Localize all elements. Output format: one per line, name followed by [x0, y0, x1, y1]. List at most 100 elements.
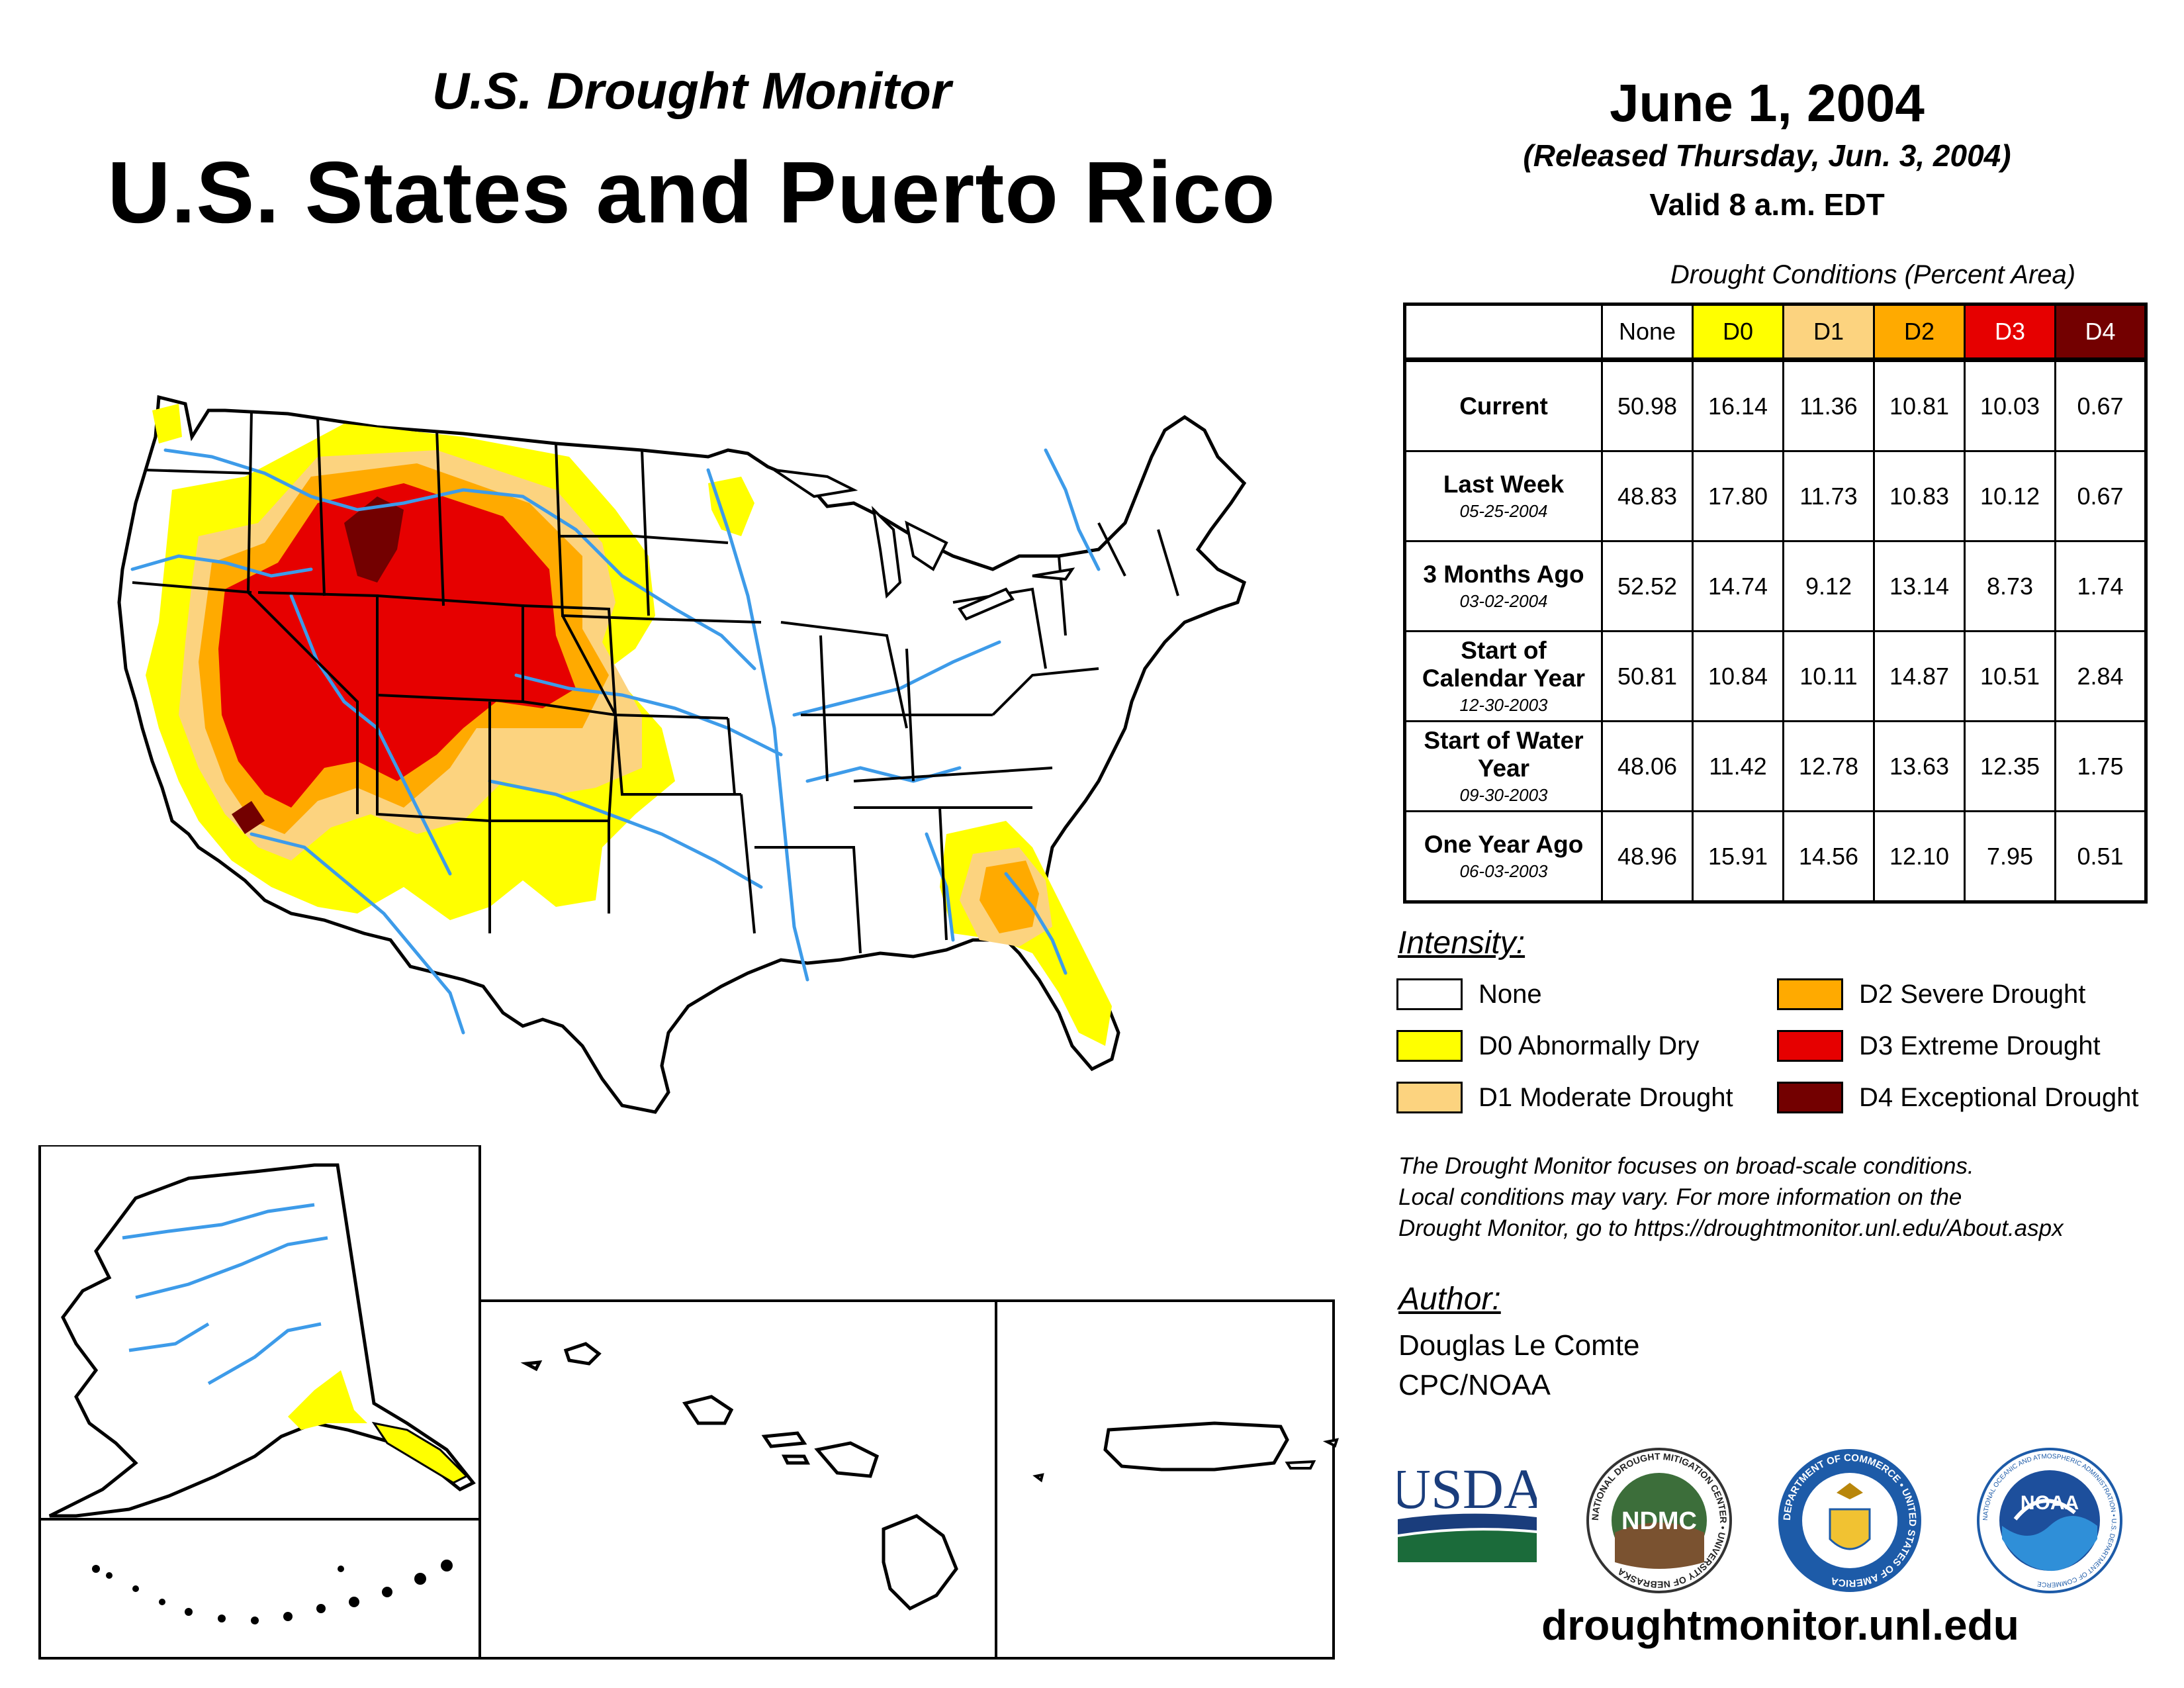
row-label: 3 Months Ago 03-02-2004	[1404, 540, 1603, 632]
cell-d4: 0.67	[2054, 357, 2147, 452]
row-label-text: Start of Calendar Year	[1422, 637, 1586, 692]
table-corner	[1405, 305, 1602, 360]
legend-heading: Intensity:	[1398, 925, 1525, 961]
table-row: One Year Ago 06-03-2003 48.96 15.91 14.56…	[1404, 810, 2147, 903]
department-of-commerce-seal: DEPARTMENT OF COMMERCE • UNITED STATES O…	[1778, 1449, 1921, 1592]
cell-d2: 12.10	[1873, 810, 1966, 903]
col-header-d2: D2	[1873, 303, 1966, 361]
col-header-d3: D3	[1964, 303, 2056, 361]
cell-d1: 12.78	[1782, 720, 1875, 812]
noaa-logo-text: NOAA	[2021, 1492, 2079, 1514]
alaska-land	[48, 1163, 476, 1518]
row-label: Start of Calendar Year 12-30-2003	[1404, 630, 1603, 722]
disclaimer-line: Local conditions may vary. For more info…	[1398, 1184, 1962, 1210]
table-caption: Drought Conditions (Percent Area)	[1670, 260, 2076, 289]
cell-d0: 10.84	[1692, 630, 1784, 722]
disclaimer-line: The Drought Monitor focuses on broad-sca…	[1398, 1153, 1974, 1179]
row-label: Current	[1404, 357, 1603, 452]
cell-none: 48.96	[1601, 810, 1694, 903]
state-borders	[132, 410, 1179, 954]
cell-d3: 10.03	[1964, 357, 2056, 452]
ndmc-logo-text: NDMC	[1621, 1507, 1697, 1535]
row-label: Last Week 05-25-2004	[1404, 450, 1603, 542]
cell-d2: 10.83	[1873, 450, 1966, 542]
cell-d1: 11.36	[1782, 357, 1875, 452]
legend-swatch	[1777, 978, 1843, 1010]
alaska-d0	[288, 1370, 367, 1430]
puerto-rico-islands	[1032, 1438, 1339, 1483]
great-lakes	[773, 469, 1075, 621]
legend-item: D0 Abnormally Dry	[1396, 1027, 1733, 1064]
legend-label: None	[1479, 979, 1542, 1009]
row-label: One Year Ago 06-03-2003	[1404, 810, 1603, 903]
disclaimer-line: Drought Monitor, go to https://droughtmo…	[1398, 1215, 2064, 1241]
drought-d4-areas	[232, 496, 404, 834]
cell-d0: 11.42	[1692, 720, 1784, 812]
legend-item: D4 Exceptional Drought	[1777, 1079, 2138, 1116]
legend-label: D2 Severe Drought	[1859, 979, 2086, 1009]
author-org: CPC/NOAA	[1398, 1369, 1551, 1401]
noaa-logo: NATIONAL OCEANIC AND ATMOSPHERIC ADMINIS…	[1977, 1448, 2122, 1593]
cell-d0: 15.91	[1692, 810, 1784, 903]
cell-d4: 0.67	[2054, 450, 2147, 542]
puerto-rico-land	[1103, 1421, 1289, 1472]
legend-label: D3 Extreme Drought	[1859, 1031, 2101, 1060]
cell-d2: 14.87	[1873, 630, 1966, 722]
legend-item: D3 Extreme Drought	[1777, 1027, 2138, 1064]
cell-d1: 9.12	[1782, 540, 1875, 632]
cell-d0: 16.14	[1692, 357, 1784, 452]
cell-d3: 10.51	[1964, 630, 2056, 722]
website-url: droughtmonitor.unl.edu	[1541, 1601, 2019, 1649]
legend-label: D4 Exceptional Drought	[1859, 1082, 2139, 1112]
cell-d3: 8.73	[1964, 540, 2056, 632]
drought-conditions-table: None D0 D1 D2 D3 D4 Current 50.98 16.14 …	[1403, 303, 2148, 904]
row-label-date: 05-25-2004	[1459, 501, 1548, 521]
row-label: Start of Water Year 09-30-2003	[1404, 720, 1603, 812]
cell-d4: 0.51	[2054, 810, 2147, 903]
row-label-text: 3 Months Ago	[1423, 561, 1584, 588]
cell-d3: 7.95	[1964, 810, 2056, 903]
ndmc-logo: NATIONAL DROUGHT MITIGATION CENTER • UNI…	[1586, 1448, 1732, 1593]
table-row: 3 Months Ago 03-02-2004 52.52 14.74 9.12 …	[1404, 540, 2147, 632]
usda-logo-text: USDA	[1398, 1457, 1537, 1521]
table-row: Current 50.98 16.14 11.36 10.81 10.03 0.…	[1404, 357, 2147, 452]
drought-d3-areas	[218, 483, 576, 808]
author-name: Douglas Le Comte	[1398, 1329, 1640, 1362]
legend-swatch	[1396, 978, 1463, 1010]
legend-column-right: D2 Severe Drought D3 Extreme Drought D4 …	[1777, 976, 2138, 1131]
legend-swatch	[1777, 1030, 1843, 1062]
cell-none: 50.98	[1601, 357, 1694, 452]
cell-d2: 10.81	[1873, 357, 1966, 452]
col-header-d1: D1	[1782, 303, 1875, 361]
cell-d2: 13.63	[1873, 720, 1966, 812]
usda-logo: USDA	[1398, 1457, 1537, 1562]
row-label-text: Start of Water Year	[1424, 727, 1584, 782]
table-header-row: None D0 D1 D2 D3 D4	[1405, 303, 2147, 361]
conus-drought-map	[117, 395, 1247, 1114]
table-row: Start of Calendar Year 12-30-2003 50.81 1…	[1404, 630, 2147, 722]
cell-d2: 13.14	[1873, 540, 1966, 632]
legend-item: None	[1396, 976, 1733, 1013]
cell-none: 50.81	[1601, 630, 1694, 722]
row-label-text: One Year Ago	[1424, 831, 1584, 858]
cell-d3: 10.12	[1964, 450, 2056, 542]
row-label-date: 03-02-2004	[1459, 591, 1548, 611]
col-header-d4: D4	[2054, 303, 2147, 361]
aleutians-inset-frame	[38, 1518, 481, 1660]
legend-column-left: None D0 Abnormally Dry D1 Moderate Droug…	[1396, 976, 1733, 1131]
release-date: (Released Thursday, Jun. 3, 2004)	[1523, 138, 2011, 173]
valid-time: Valid 8 a.m. EDT	[1649, 187, 1885, 222]
hawaii-islands	[520, 1342, 958, 1611]
map-title: U.S. States and Puerto Rico	[107, 144, 1276, 241]
cell-d1: 10.11	[1782, 630, 1875, 722]
alaska-rivers	[122, 1203, 328, 1385]
cell-none: 52.52	[1601, 540, 1694, 632]
legend-swatch	[1777, 1082, 1843, 1113]
cell-d4: 1.74	[2054, 540, 2147, 632]
aleutian-islands	[92, 1560, 453, 1624]
cell-d1: 11.73	[1782, 450, 1875, 542]
cell-d3: 12.35	[1964, 720, 2056, 812]
row-label-date: 12-30-2003	[1459, 695, 1548, 715]
cell-none: 48.83	[1601, 450, 1694, 542]
legend-label: D0 Abnormally Dry	[1479, 1031, 1700, 1060]
